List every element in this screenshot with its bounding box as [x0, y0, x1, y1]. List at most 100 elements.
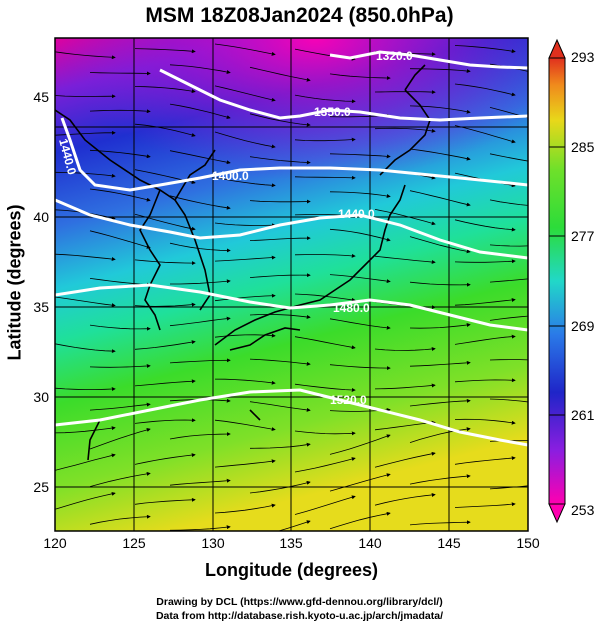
streamline — [329, 318, 391, 330]
streamline — [454, 378, 516, 383]
streamline — [454, 418, 516, 425]
streamline — [214, 419, 276, 432]
streamline — [214, 503, 276, 514]
streamline — [134, 302, 196, 307]
streamline — [55, 51, 116, 60]
colorbar-tick-label: 261 — [571, 407, 595, 423]
x-tick-label: 130 — [201, 535, 225, 551]
streamline — [89, 188, 151, 202]
streamline — [294, 383, 356, 392]
streamline — [409, 398, 471, 407]
streamline — [55, 387, 116, 392]
streamline — [329, 274, 391, 284]
streamline — [454, 219, 516, 232]
x-tick-label: 125 — [122, 535, 146, 551]
streamline — [89, 230, 151, 249]
streamline — [329, 434, 391, 455]
streamline — [329, 364, 391, 371]
streamline — [329, 153, 391, 159]
streamline — [89, 71, 151, 76]
y-axis — [55, 126, 62, 488]
streamline — [294, 175, 356, 180]
streamline — [249, 156, 311, 165]
streamline — [374, 127, 436, 133]
streamline — [374, 492, 436, 506]
streamline — [329, 228, 391, 242]
colorbar-tick-label: 285 — [571, 139, 595, 155]
streamline — [134, 497, 196, 505]
x-tick-label: 135 — [279, 535, 303, 551]
streamline — [170, 279, 231, 285]
x-tick-label: 145 — [437, 535, 461, 551]
streamline — [409, 190, 471, 207]
streamline — [489, 398, 528, 403]
streamline — [55, 453, 116, 471]
streamline — [214, 293, 276, 302]
credit-drawing: Drawing by DCL (https://www.gfd-dennou.o… — [156, 596, 443, 608]
y-tick-label: 45 — [33, 89, 49, 105]
y-tick-label: 25 — [33, 479, 49, 495]
streamline — [89, 514, 151, 525]
streamline — [489, 244, 528, 247]
height-contours — [55, 50, 528, 447]
streamline — [409, 281, 471, 287]
streamline — [329, 473, 391, 492]
streamline — [489, 359, 528, 361]
streamline — [55, 343, 116, 354]
streamline — [489, 278, 528, 283]
streamline — [249, 442, 311, 449]
streamline — [409, 474, 471, 485]
streamline — [169, 64, 231, 74]
streamline — [374, 209, 436, 226]
streamline — [89, 471, 151, 487]
streamline — [374, 383, 436, 390]
colorbar — [548, 38, 566, 524]
streamline — [374, 346, 436, 351]
streamline — [454, 456, 516, 465]
streamline — [489, 199, 528, 206]
colorbar-tick-label: 293 — [571, 49, 595, 65]
streamline — [454, 502, 516, 508]
colorbar-tick-label: 253 — [571, 502, 595, 518]
x-tick-labels: 120 125 130 135 140 145 150 — [43, 535, 540, 551]
streamline — [374, 255, 436, 265]
streamline — [329, 73, 391, 81]
streamline — [214, 222, 276, 228]
streamline — [214, 378, 276, 385]
streamline — [134, 453, 196, 465]
streamline — [409, 427, 471, 443]
streamline — [214, 85, 276, 102]
contour-label: 1480.0 — [333, 301, 370, 315]
streamline — [249, 480, 311, 494]
streamline — [134, 48, 196, 54]
streamline — [169, 478, 231, 486]
streamline — [294, 495, 356, 515]
streamline — [89, 149, 151, 159]
streamline — [409, 236, 471, 254]
streamline — [169, 195, 231, 210]
streamline — [55, 130, 116, 136]
coastlines — [55, 64, 431, 461]
streamline — [454, 259, 516, 264]
colorbar-tick-label: 269 — [571, 318, 595, 334]
streamline — [409, 148, 471, 161]
streamline — [214, 177, 276, 188]
streamline — [55, 94, 116, 99]
streamline — [134, 379, 196, 387]
streamline — [214, 43, 276, 56]
contour-label: 1320.0 — [376, 49, 413, 63]
x-axis — [54, 524, 529, 531]
streamline — [55, 491, 116, 510]
streamline — [454, 83, 516, 97]
x-tick-label: 120 — [43, 535, 67, 551]
streamline — [214, 333, 276, 338]
streamline — [294, 137, 356, 142]
streamline — [454, 125, 516, 144]
streamline — [409, 105, 471, 114]
streamline — [489, 153, 528, 162]
streamline — [249, 113, 311, 127]
streamline — [249, 358, 311, 366]
y-tick-label: 35 — [33, 299, 49, 315]
streamline — [249, 199, 311, 204]
streamline — [214, 459, 276, 468]
